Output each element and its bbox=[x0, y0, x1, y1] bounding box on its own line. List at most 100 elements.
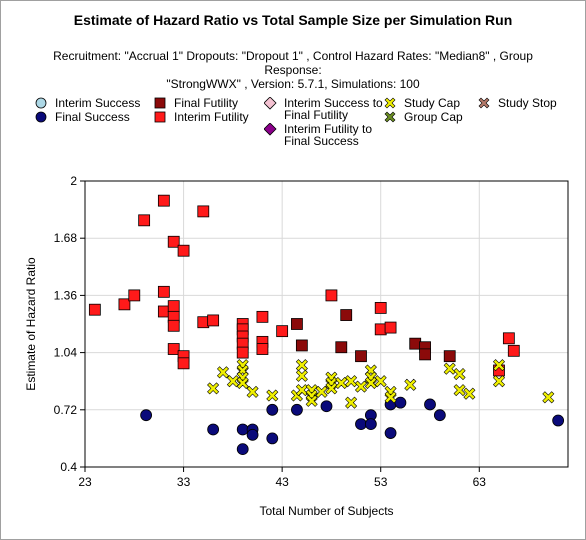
point-interim-futility bbox=[384, 321, 397, 334]
point-interim-futility bbox=[157, 194, 170, 207]
subtitle-line-1: Recruitment: "Accrual 1" Dropouts: "Drop… bbox=[53, 49, 533, 77]
point-study-cap bbox=[266, 389, 279, 402]
point-final-success bbox=[384, 427, 397, 439]
point-interim-futility bbox=[325, 289, 338, 302]
legend-label: Group Cap bbox=[404, 110, 463, 124]
y-axis: 0.4 0.72 1.04 1.36 1.68 2 bbox=[54, 174, 85, 474]
point-final-success bbox=[355, 418, 367, 431]
point-study-cap bbox=[453, 384, 466, 397]
legend-marker-x-yellow bbox=[384, 97, 396, 109]
point-final-futility bbox=[335, 341, 348, 354]
point-final-success bbox=[207, 423, 220, 436]
point-interim-futility bbox=[157, 305, 170, 318]
legend-label: Interim Success bbox=[55, 96, 141, 110]
point-final-futility bbox=[443, 350, 456, 363]
point-interim-futility bbox=[207, 314, 220, 327]
point-final-success bbox=[394, 396, 407, 409]
legend-marker-diamond-pink bbox=[264, 97, 277, 110]
point-final-success bbox=[266, 403, 279, 416]
point-interim-futility bbox=[167, 300, 180, 313]
point-study-cap bbox=[246, 385, 259, 398]
x-tick-label: 33 bbox=[177, 475, 191, 489]
point-interim-futility bbox=[88, 303, 101, 316]
point-final-futility bbox=[340, 309, 353, 321]
point-final-success bbox=[320, 400, 333, 413]
point-study-cap bbox=[345, 375, 358, 388]
point-final-success bbox=[236, 423, 249, 436]
point-study-cap bbox=[236, 376, 249, 390]
point-interim-futility bbox=[374, 323, 387, 336]
point-final-futility bbox=[409, 337, 422, 350]
point-study-cap bbox=[207, 382, 220, 395]
point-interim-futility bbox=[256, 343, 269, 355]
point-final-futility bbox=[355, 350, 367, 363]
point-final-success bbox=[433, 409, 446, 422]
legend-marker-square-dark bbox=[154, 97, 166, 109]
point-interim-futility bbox=[197, 316, 210, 329]
legend-label: Interim Success to Final Futility bbox=[284, 96, 383, 122]
point-study-cap bbox=[315, 385, 328, 398]
point-final-success bbox=[291, 403, 303, 416]
point-final-futility bbox=[419, 348, 431, 361]
point-study-cap bbox=[216, 366, 230, 379]
point-final-futility bbox=[295, 339, 308, 352]
point-final-futility bbox=[291, 318, 303, 330]
point-study-cap bbox=[295, 384, 308, 397]
data-points bbox=[88, 194, 565, 456]
x-tick-label: 53 bbox=[374, 475, 388, 489]
point-interim-futility bbox=[167, 319, 180, 332]
point-interim-futility bbox=[197, 205, 210, 218]
x-tick-label: 63 bbox=[473, 475, 487, 489]
point-final-success bbox=[266, 432, 279, 445]
x-axis-label: Total Number of Subjects bbox=[259, 504, 393, 518]
point-study-cap bbox=[345, 396, 358, 409]
point-study-cap bbox=[295, 359, 308, 372]
legend-label: Study Stop bbox=[498, 96, 557, 110]
point-study-cap bbox=[384, 391, 397, 404]
point-interim-futility bbox=[236, 346, 249, 359]
point-interim-futility bbox=[157, 285, 170, 298]
legend-label: Final Success bbox=[55, 110, 130, 124]
point-interim-futility bbox=[138, 214, 151, 227]
y-tick-label: 0.72 bbox=[54, 403, 78, 417]
point-interim-futility bbox=[507, 344, 520, 357]
legend-marker-circle-dark bbox=[35, 111, 47, 123]
x-tick-label: 23 bbox=[78, 475, 92, 489]
point-interim-futility bbox=[128, 289, 141, 302]
y-tick-label: 0.4 bbox=[60, 460, 77, 474]
point-final-success bbox=[236, 443, 249, 456]
y-tick-label: 2 bbox=[70, 174, 77, 188]
point-study-cap bbox=[443, 362, 456, 375]
point-study-cap bbox=[295, 369, 308, 382]
point-final-success bbox=[140, 409, 153, 422]
point-study-cap bbox=[492, 375, 506, 388]
legend-label: Interim Futility to Final Success bbox=[284, 122, 373, 148]
legend-marker-square-red bbox=[154, 111, 166, 123]
point-study-cap bbox=[374, 375, 387, 388]
point-final-success bbox=[364, 418, 377, 431]
point-study-cap bbox=[463, 387, 476, 400]
plot-area bbox=[84, 180, 569, 468]
point-study-cap bbox=[335, 376, 348, 390]
point-study-cap bbox=[226, 375, 239, 388]
legend-marker-x-brown bbox=[478, 97, 490, 109]
chart-subtitle: Recruitment: "Accrual 1" Dropouts: "Drop… bbox=[30, 49, 556, 91]
point-interim-futility bbox=[502, 332, 515, 345]
y-tick-label: 1.36 bbox=[54, 288, 78, 302]
point-study-cap bbox=[325, 382, 338, 395]
point-final-success bbox=[424, 398, 436, 411]
legend-label: Study Cap bbox=[404, 96, 461, 110]
point-interim-futility bbox=[177, 244, 190, 257]
point-study-cap bbox=[492, 359, 506, 372]
x-axis: 23 33 43 53 63 bbox=[78, 467, 486, 489]
point-interim-futility bbox=[374, 302, 387, 314]
point-final-success bbox=[246, 428, 259, 441]
point-interim-futility bbox=[177, 357, 190, 370]
legend-marker-diamond-purple bbox=[264, 123, 277, 136]
point-study-cap bbox=[354, 380, 368, 393]
point-study-cap bbox=[404, 378, 417, 391]
point-interim-futility bbox=[167, 343, 180, 355]
y-tick-label: 1.68 bbox=[54, 231, 78, 245]
